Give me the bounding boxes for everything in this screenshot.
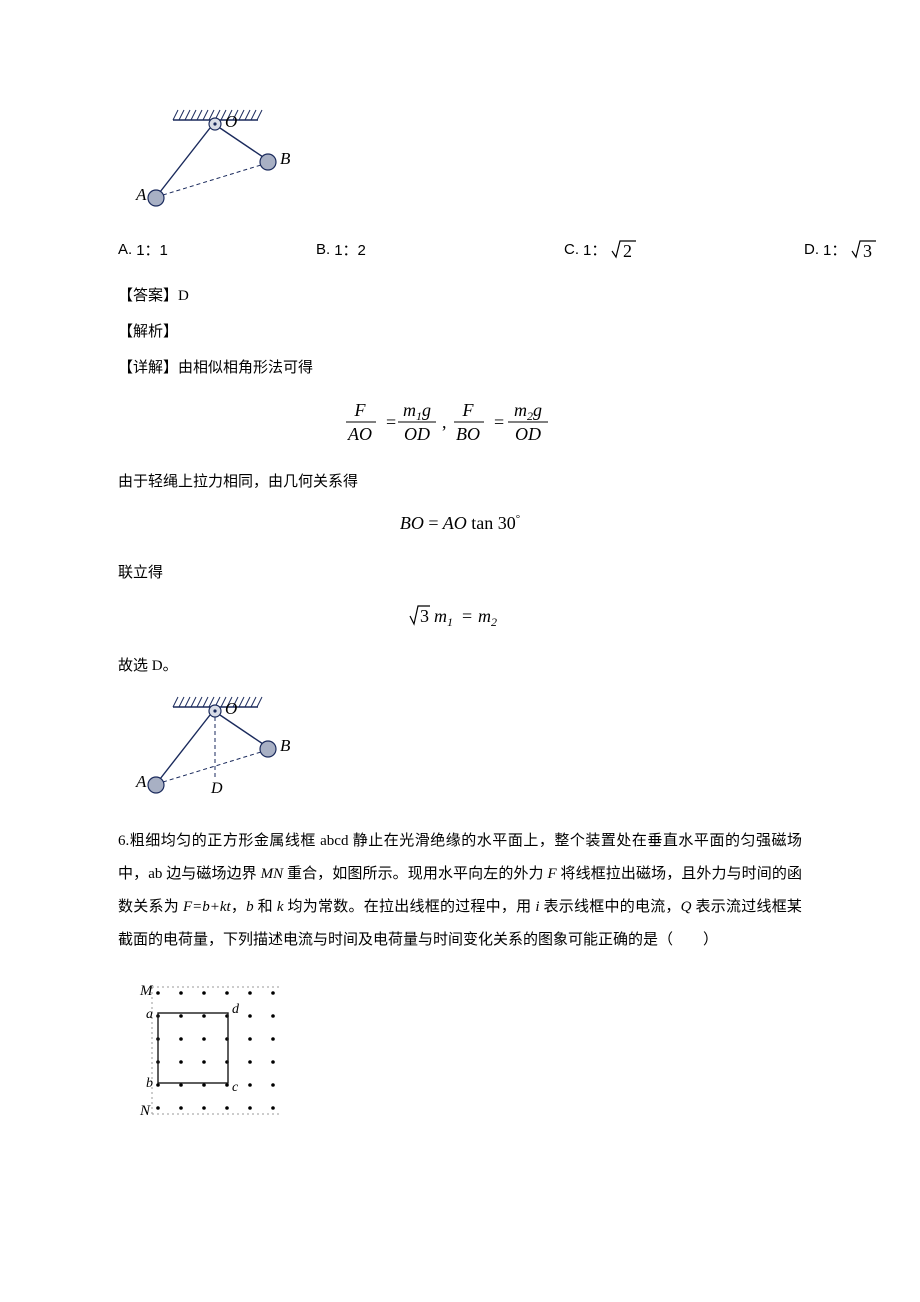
svg-text:AO: AO xyxy=(347,424,372,444)
svg-text:,: , xyxy=(442,412,447,432)
figure-pulley-1: O A B xyxy=(118,100,802,220)
option-c-label: C. xyxy=(564,241,579,258)
problem-6-t5: 和 xyxy=(254,899,277,915)
svg-text:=: = xyxy=(462,606,472,626)
svg-text:d: d xyxy=(232,1002,240,1017)
problem-6-t4: ， xyxy=(231,899,246,915)
option-b-label: B. xyxy=(316,241,330,258)
svg-text:2: 2 xyxy=(623,241,632,260)
problem-6-t6: 均为常数。在拉出线框的过程中，用 xyxy=(284,899,536,915)
option-a-label: A. xyxy=(118,241,132,258)
option-a-value: 1：1 xyxy=(136,239,168,260)
detail-label: 【详解】由相似相角形法可得 xyxy=(118,350,802,386)
solution-line-3: 故选 D。 xyxy=(118,651,802,681)
answer-line: 【答案】D xyxy=(118,278,802,314)
svg-text:D: D xyxy=(210,780,223,797)
svg-text:A: A xyxy=(135,772,147,791)
svg-text:3: 3 xyxy=(863,241,872,260)
svg-text:A: A xyxy=(135,185,147,204)
option-a: A. 1：1 xyxy=(118,238,316,260)
problem-6-b: b xyxy=(246,899,254,915)
option-c-sqrt: 2 xyxy=(610,238,638,260)
problem-6-Q: Q xyxy=(681,899,692,915)
figure-field-loop: M Na b c d xyxy=(118,975,802,1140)
option-d-label: D. xyxy=(804,241,819,258)
option-b-value: 1：2 xyxy=(334,239,366,260)
solution-line-1: 由于轻绳上拉力相同，由几何关系得 xyxy=(118,467,802,497)
formula-3: 3 m1 = m2 xyxy=(118,600,802,635)
svg-text:m1g: m1g xyxy=(403,400,431,423)
svg-text:=: = xyxy=(494,412,504,432)
svg-text:B: B xyxy=(280,736,291,755)
svg-text:m1: m1 xyxy=(434,606,453,629)
option-b: B. 1：2 xyxy=(316,238,564,260)
option-d-sqrt: 3 xyxy=(850,238,878,260)
figure-pulley-2: O A B D xyxy=(118,687,802,807)
svg-text:F: F xyxy=(354,400,367,420)
problem-6-number: 6. xyxy=(118,833,129,849)
option-c: C. 1： 2 xyxy=(564,238,804,260)
svg-text:O: O xyxy=(225,699,237,718)
svg-text:3: 3 xyxy=(420,606,429,626)
svg-text:BO = AO tan 30°: BO = AO tan 30° xyxy=(400,513,520,533)
option-d-prefix: 1： xyxy=(823,239,846,260)
problem-6-t7: 表示线框中的电流， xyxy=(540,899,681,915)
problem-6-F: F xyxy=(548,866,557,882)
svg-text:OD: OD xyxy=(515,424,541,444)
option-d: D. 1： 3 xyxy=(804,238,878,260)
solution-line-2: 联立得 xyxy=(118,558,802,588)
svg-text:F: F xyxy=(462,400,475,420)
svg-text:OD: OD xyxy=(404,424,430,444)
options-row: A. 1：1 B. 1：2 C. 1： 2 D. 1： 3 xyxy=(118,238,802,260)
svg-text:c: c xyxy=(232,1080,239,1095)
option-c-prefix: 1： xyxy=(583,239,606,260)
svg-text:=: = xyxy=(386,412,396,432)
problem-6-text: 6.粗细均匀的正方形金属线框 abcd 静止在光滑绝缘的水平面上，整个装置处在垂… xyxy=(118,825,802,957)
formula-2: BO = AO tan 30° xyxy=(118,509,802,542)
svg-text:b: b xyxy=(146,1076,153,1091)
svg-text:O: O xyxy=(225,112,237,131)
problem-6-mn: MN xyxy=(261,866,284,882)
analysis-label: 【解析】 xyxy=(118,314,802,350)
problem-6-t2: 重合，如图所示。现用水平向左的外力 xyxy=(283,866,547,882)
svg-text:BO: BO xyxy=(456,424,480,444)
svg-text:M: M xyxy=(139,983,154,999)
formula-1: F AO = m1g OD , F BO = m2g OD xyxy=(118,398,802,451)
svg-text:a: a xyxy=(146,1007,153,1022)
svg-text:m2: m2 xyxy=(478,606,497,629)
svg-text:B: B xyxy=(280,149,291,168)
problem-6-formula: F=b+kt xyxy=(183,899,231,915)
svg-text:N: N xyxy=(139,1103,151,1119)
svg-text:m2g: m2g xyxy=(514,400,542,423)
problem-6-k: k xyxy=(277,899,284,915)
